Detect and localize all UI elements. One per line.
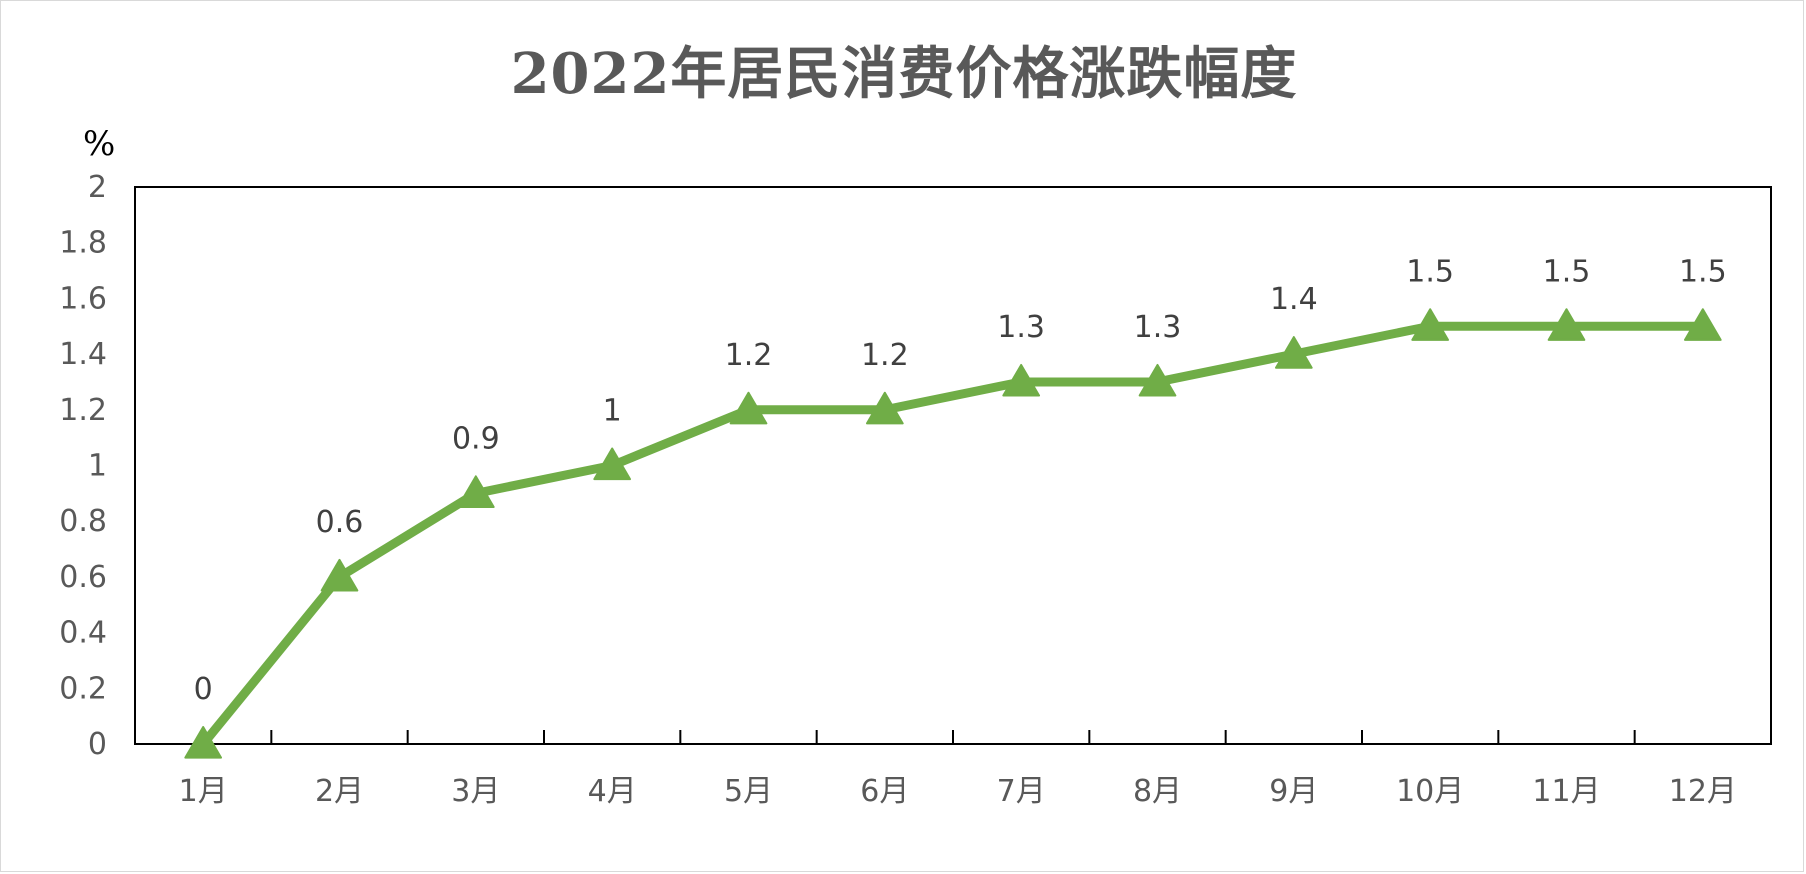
x-tick-label: 7月 (997, 774, 1046, 809)
x-tick-label: 3月 (451, 774, 500, 809)
x-axis-tick-labels: 1月 2月 3月 4月 5月 6月 7月 8月 9月 10月 11月 12月 (179, 774, 1737, 809)
x-tick-label: 12月 (1669, 774, 1737, 809)
y-tick-label: 0.2 (59, 671, 107, 706)
x-tick-label: 2月 (315, 774, 364, 809)
x-tick-label: 11月 (1532, 774, 1600, 809)
data-label: 1.2 (725, 338, 773, 373)
data-label: 1.3 (1134, 310, 1182, 345)
x-tick-label: 6月 (860, 774, 909, 809)
data-label: 1.5 (1543, 254, 1591, 289)
data-point-marker (1138, 363, 1177, 397)
y-tick-label: 1.8 (59, 226, 107, 261)
data-point-marker (184, 726, 223, 759)
data-label: 1.5 (1406, 254, 1454, 289)
data-point-marker (1547, 308, 1586, 341)
x-tick-label: 4月 (588, 774, 637, 809)
y-tick-label: 1 (88, 449, 107, 484)
x-tick-label: 8月 (1133, 774, 1182, 809)
x-tick-label: 9月 (1269, 774, 1318, 809)
plot-area (134, 186, 1772, 745)
x-tick-label: 1月 (179, 774, 228, 809)
data-point-marker (729, 391, 768, 425)
y-tick-label: 0.6 (59, 560, 107, 595)
series-line (198, 321, 1708, 749)
x-axis-ticks (270, 730, 1636, 744)
data-label: 1.3 (997, 310, 1045, 345)
y-tick-label: 0 (88, 727, 107, 762)
x-tick-label: 5月 (724, 774, 773, 809)
x-tick-label: 10月 (1396, 774, 1464, 809)
chart-title: 2022年居民消费价格涨跌幅度 (510, 41, 1298, 107)
data-label: 1.5 (1679, 254, 1727, 289)
data-point-marker (1683, 308, 1722, 341)
y-tick-label: 1.6 (59, 281, 107, 316)
data-labels: 0 0.6 0.9 1 1.2 1.2 1.3 1.3 1.4 1.5 1.5 1.5 (194, 254, 1727, 707)
data-point-marker (1002, 363, 1041, 397)
y-tick-label: 0.4 (59, 616, 107, 651)
data-point-marker (1411, 308, 1450, 341)
data-label: 1 (603, 394, 622, 429)
data-point-marker (320, 558, 359, 592)
data-point-marker (1274, 336, 1313, 369)
series-markers (184, 308, 1722, 759)
data-label: 0 (194, 672, 213, 707)
y-tick-label: 2 (88, 170, 107, 205)
data-label: 1.2 (861, 338, 909, 373)
data-point-marker (865, 391, 904, 425)
data-point-marker (593, 447, 632, 481)
y-tick-label: 0.8 (59, 504, 107, 539)
y-axis-tick-labels: 0 0.2 0.4 0.6 0.8 1 1.2 1.4 1.6 1.8 2 (59, 170, 107, 762)
data-label: 1.4 (1270, 282, 1318, 317)
y-tick-label: 1.2 (59, 393, 107, 428)
data-label: 0.9 (452, 421, 500, 456)
data-point-marker (456, 475, 495, 508)
y-axis-unit: % (83, 124, 115, 164)
data-label: 0.6 (316, 505, 364, 540)
y-tick-label: 1.4 (59, 337, 107, 372)
